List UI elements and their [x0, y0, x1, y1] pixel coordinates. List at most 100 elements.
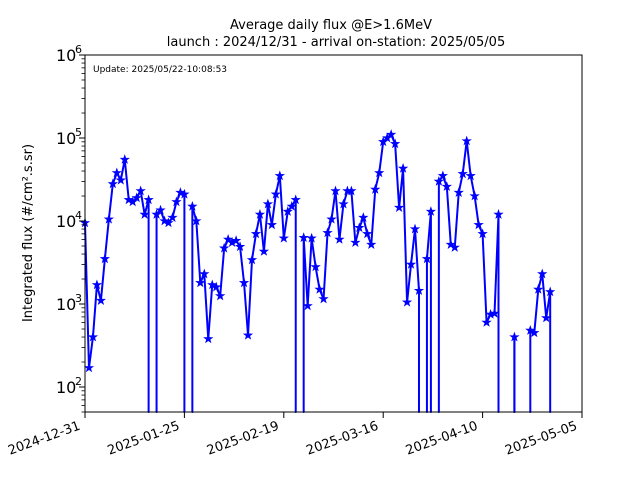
- data-point: [465, 170, 476, 181]
- data-point: [234, 241, 246, 252]
- series-line-segment: [330, 189, 337, 221]
- series-line-segment: [207, 283, 214, 340]
- x-axis-ticks: 2024-12-31 2025-01-25 2025-02-19 2025-03-16…: [6, 412, 583, 459]
- data-point: [330, 185, 341, 196]
- data-point: [334, 234, 345, 244]
- series-line-segment: [84, 221, 90, 369]
- data-point: [541, 312, 552, 323]
- data-point: [433, 175, 445, 186]
- data-point: [131, 192, 142, 203]
- data-point: [219, 242, 230, 253]
- data-point: [199, 268, 210, 279]
- data-point: [266, 219, 278, 230]
- data-point: [95, 295, 107, 305]
- series-line-segment: [99, 257, 106, 302]
- y-tick-label-exponent: 2: [75, 375, 82, 388]
- data-point: [215, 290, 226, 301]
- data-point: [250, 228, 262, 239]
- data-point: [457, 168, 468, 179]
- data-point: [238, 277, 250, 288]
- series-line-segment: [87, 336, 94, 369]
- data-point: [401, 296, 413, 307]
- data-point: [155, 204, 166, 215]
- data-point: [203, 333, 214, 344]
- series-line-segment: [247, 258, 253, 337]
- data-point: [230, 235, 242, 246]
- data-point: [481, 317, 492, 327]
- data-point: [258, 246, 270, 256]
- x-tick-label: 2025-01-25: [106, 419, 182, 459]
- series-line-segment: [461, 140, 468, 175]
- series-line-segment: [453, 191, 460, 249]
- data-point: [441, 181, 452, 191]
- series-line-segment: [350, 189, 357, 244]
- data-point: [354, 222, 365, 233]
- series-line-segment: [314, 265, 321, 291]
- data-point: [179, 188, 190, 199]
- data-point: [393, 202, 405, 212]
- data-point: [533, 283, 544, 294]
- data-point: [167, 212, 178, 222]
- data-point: [425, 206, 437, 216]
- series-line-segment: [103, 218, 110, 260]
- series-markers: [79, 129, 556, 373]
- data-point: [282, 206, 293, 216]
- series-line-segment: [378, 140, 385, 174]
- series-line-segment: [402, 167, 409, 304]
- x-tick-label: 2025-03-16: [304, 419, 380, 459]
- data-point: [366, 239, 377, 249]
- data-point: [469, 190, 480, 201]
- series-line-segment: [414, 228, 420, 292]
- data-point: [115, 174, 126, 185]
- data-point: [350, 237, 361, 247]
- data-point: [107, 178, 118, 189]
- data-point: [477, 228, 488, 239]
- y-tick-label: 10: [56, 378, 76, 397]
- data-point: [286, 200, 297, 211]
- series-line-segment: [473, 195, 480, 226]
- series-line-segment: [262, 203, 269, 253]
- data-point: [338, 198, 349, 209]
- series-line-segment: [541, 272, 548, 319]
- data-point: [318, 293, 329, 304]
- series-line-segment: [370, 188, 377, 246]
- data-point: [310, 261, 321, 272]
- data-point: [298, 232, 309, 243]
- series-line-segment: [243, 281, 250, 337]
- data-point: [171, 196, 182, 207]
- data-point: [358, 212, 369, 222]
- data-point: [326, 213, 337, 224]
- data-point: [461, 135, 472, 146]
- series-line-segment: [338, 203, 345, 241]
- series-line-segment: [481, 232, 488, 324]
- series-line-segment: [282, 210, 289, 240]
- data-point: [405, 258, 417, 269]
- data-point: [119, 154, 130, 164]
- data-point: [421, 253, 433, 264]
- y-tick-label-exponent: 4: [75, 209, 82, 222]
- data-point: [99, 253, 111, 264]
- data-point: [449, 242, 460, 252]
- data-point: [246, 254, 258, 265]
- data-point: [374, 167, 385, 178]
- series-line-segment: [406, 263, 413, 304]
- data-point: [163, 217, 174, 228]
- y-tick-label-exponent: 6: [75, 43, 82, 56]
- y-tick-label-exponent: 5: [75, 126, 82, 139]
- data-point: [151, 209, 162, 219]
- series-line-segment: [250, 232, 257, 261]
- data-point: [242, 329, 254, 340]
- y-tick-label-exponent: 3: [75, 292, 82, 305]
- y-tick-label: 10: [56, 129, 76, 148]
- data-point: [370, 184, 381, 194]
- series-line-segment: [306, 237, 313, 307]
- data-point: [87, 331, 99, 342]
- x-tick-label: 2025-04-10: [404, 419, 480, 459]
- data-point: [254, 209, 266, 219]
- data-point: [278, 232, 289, 243]
- chart-title-line2: launch : 2024/12/31 - arrival on-station…: [167, 35, 505, 50]
- data-point: [489, 308, 500, 318]
- data-point: [207, 279, 218, 290]
- series-line-segment: [302, 236, 309, 307]
